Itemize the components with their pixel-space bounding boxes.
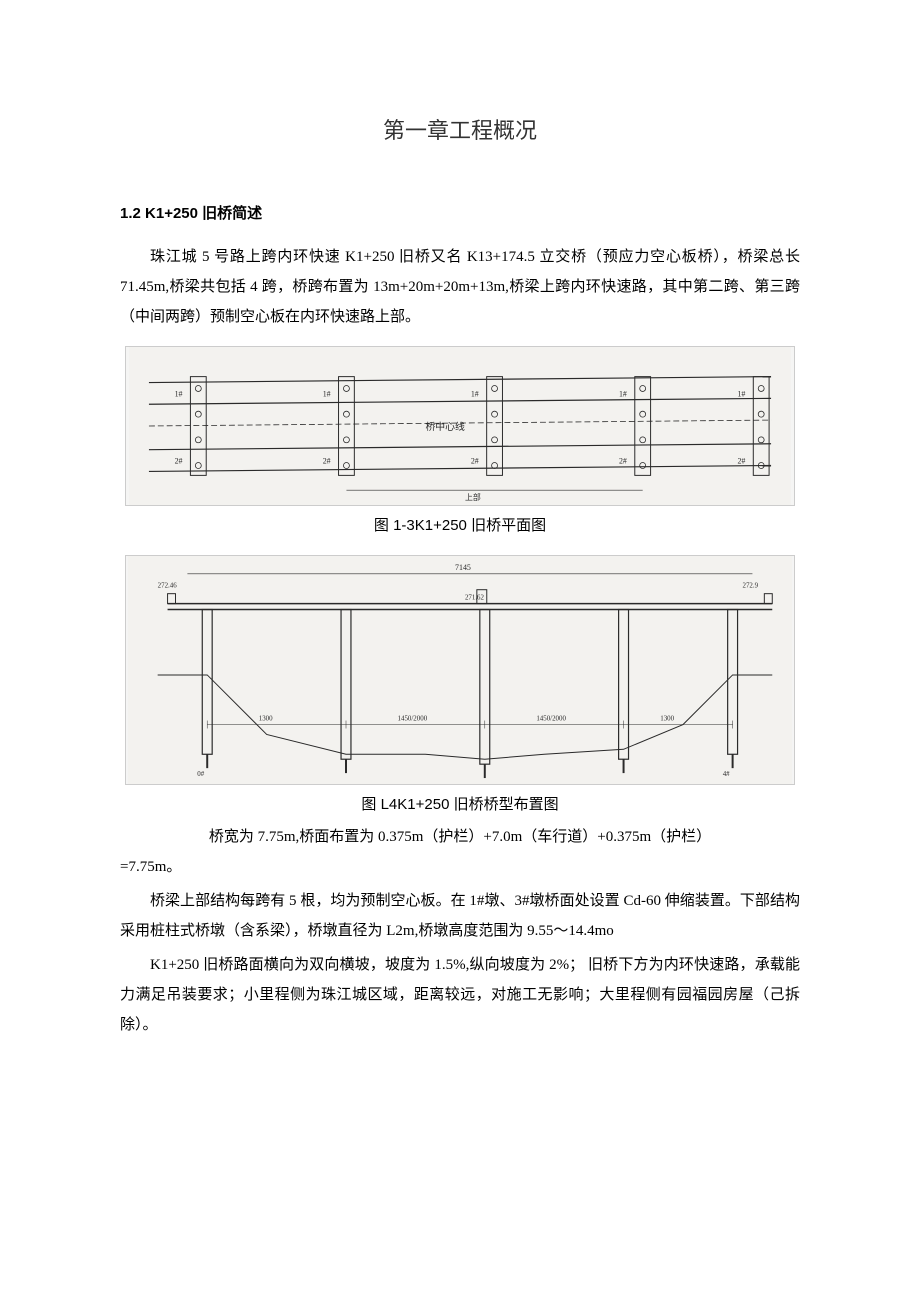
svg-text:2#: 2# — [619, 457, 627, 466]
paragraph-1: 珠江城 5 号路上跨内环快速 K1+250 旧桥又名 K13+174.5 立交桥… — [120, 242, 800, 332]
section-heading: 1.2 K1+250 旧桥简述 — [120, 200, 800, 229]
svg-text:1450/2000: 1450/2000 — [398, 715, 428, 722]
bridge-width-equals: =7.75m。 — [120, 852, 800, 882]
svg-text:1300: 1300 — [660, 715, 674, 722]
chapter-title: 第一章工程概况 — [120, 110, 800, 152]
svg-text:2#: 2# — [175, 457, 183, 466]
figure-2-caption: 图 L4K1+250 旧桥桥型布置图 — [120, 791, 800, 820]
svg-text:1#: 1# — [619, 390, 627, 399]
svg-text:4#: 4# — [723, 771, 730, 778]
svg-text:7145: 7145 — [455, 563, 471, 572]
svg-text:0#: 0# — [197, 771, 204, 778]
figure-1-caption: 图 1-3K1+250 旧桥平面图 — [120, 512, 800, 541]
figure-2-elevation: 7145 272.46 272.9 271.62 1300 1450/2000 1450/2… — [125, 555, 795, 785]
figure-1-plan-view: 桥中心线 1# 2# 1# 2# 1# 2# 1# 2# 1# 2# 上部 — [125, 346, 795, 506]
svg-text:2#: 2# — [737, 457, 745, 466]
svg-text:1450/2000: 1450/2000 — [536, 715, 566, 722]
svg-text:2#: 2# — [471, 457, 479, 466]
svg-text:2#: 2# — [323, 457, 331, 466]
svg-text:1#: 1# — [471, 390, 479, 399]
svg-text:271.62: 271.62 — [465, 594, 485, 601]
svg-text:桥中心线: 桥中心线 — [425, 420, 465, 433]
paragraph-3: K1+250 旧桥路面横向为双向横坡，坡度为 1.5%,纵向坡度为 2%； 旧桥… — [120, 950, 800, 1040]
svg-text:272.9: 272.9 — [743, 583, 759, 590]
svg-text:272.46: 272.46 — [158, 583, 178, 590]
svg-text:1#: 1# — [323, 390, 331, 399]
bridge-width-formula: 桥宽为 7.75m,桥面布置为 0.375m（护栏）+7.0m（车行道）+0.3… — [120, 823, 800, 852]
svg-text:上部: 上部 — [465, 492, 481, 502]
svg-text:1#: 1# — [737, 390, 745, 399]
svg-text:1#: 1# — [175, 390, 183, 399]
paragraph-2: 桥梁上部结构每跨有 5 根，均为预制空心板。在 1#墩、3#墩桥面处设置 Cd-… — [120, 886, 800, 946]
svg-text:1300: 1300 — [259, 715, 273, 722]
